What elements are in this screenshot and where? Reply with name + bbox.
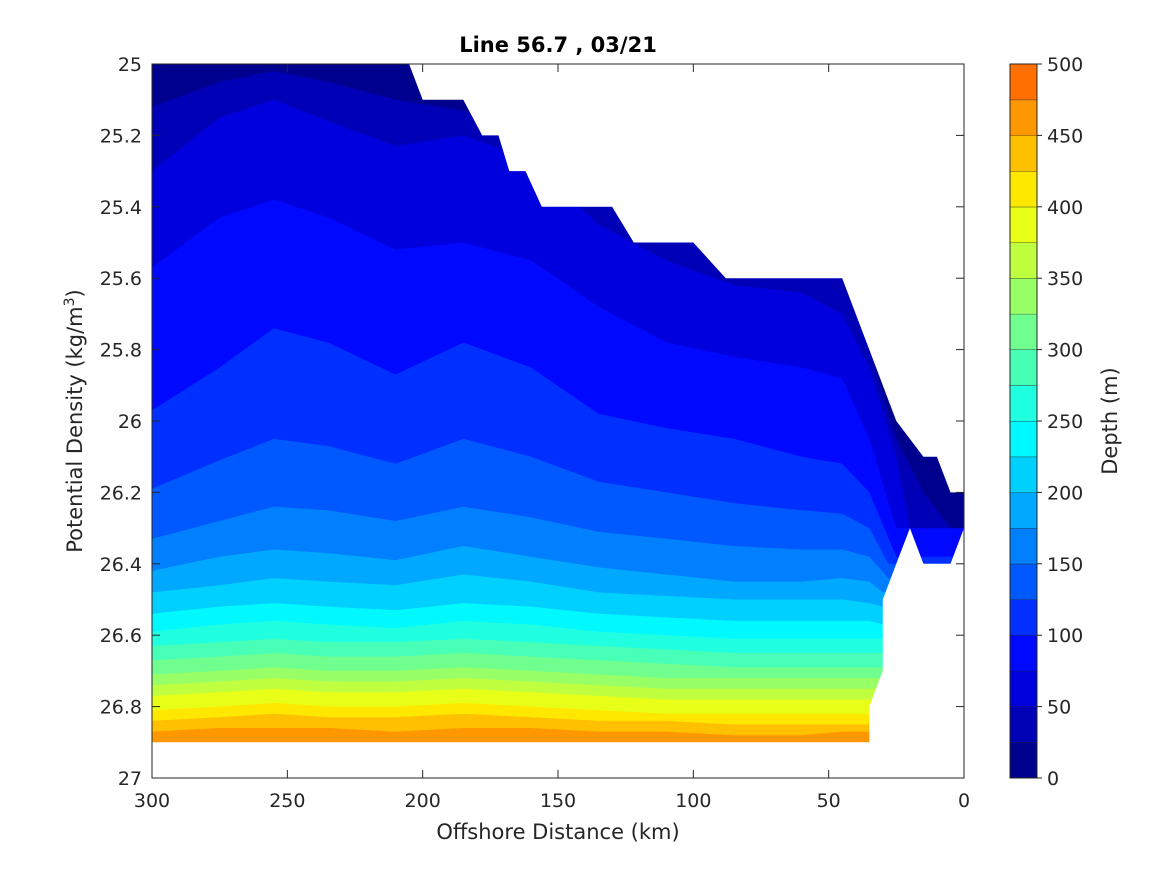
- colorbar-swatch: [1010, 206, 1037, 243]
- colorbar-tick-label: 500: [1047, 54, 1083, 76]
- colorbar-swatch: [1010, 670, 1037, 707]
- y-axis-label: Potential Density (kg/m3): [62, 289, 87, 553]
- colorbar-swatch: [1010, 563, 1037, 600]
- y-axis-label-main: Potential Density (kg/m: [63, 306, 87, 552]
- colorbar-swatch: [1010, 456, 1037, 493]
- x-axis-label: Offshore Distance (km): [436, 820, 679, 844]
- x-tick-label: 250: [269, 790, 305, 812]
- colorbar-swatch: [1010, 635, 1037, 671]
- y-tick-label: 26.8: [100, 697, 142, 719]
- y-axis-ticks: 25 25.2 25.4 25.6 25.8 26 26.2 26.4 26.6 26.8 27: [100, 54, 964, 790]
- y-tick-label: 26.2: [100, 482, 142, 504]
- colorbar-swatch: [1010, 492, 1037, 529]
- y-tick-label: 26: [118, 411, 142, 433]
- y-tick-label: 25.2: [100, 125, 142, 147]
- colorbar-tick-label: 450: [1047, 125, 1083, 147]
- colorbar-swatch: [1010, 599, 1037, 636]
- y-tick-label: 26.6: [100, 625, 142, 647]
- colorbar-tick-label: 350: [1047, 268, 1083, 290]
- y-axis-label-suffix: ): [63, 289, 87, 297]
- x-tick-label: 200: [405, 790, 441, 812]
- data-mask-top: [152, 64, 964, 493]
- colorbar-swatch: [1010, 349, 1037, 386]
- colorbar-swatch: [1010, 385, 1037, 421]
- colorbar-swatch: [1010, 242, 1037, 279]
- colorbar: 0 50 100 150 200 250 300 350 400 450 500: [1009, 54, 1083, 790]
- colorbar-swatch: [1010, 528, 1037, 564]
- y-tick-label: 26.4: [100, 554, 142, 576]
- y-tick-label: 25.4: [100, 197, 142, 219]
- contour-layer: [152, 64, 964, 778]
- data-mask-bottom: [152, 528, 964, 778]
- colorbar-swatch: [1010, 135, 1037, 172]
- colorbar-tick-label: 100: [1047, 625, 1083, 647]
- y-tick-label: 25: [118, 54, 142, 76]
- y-tick-label: 25.6: [100, 268, 142, 290]
- colorbar-swatch: [1010, 421, 1037, 457]
- colorbar-tick-label: 0: [1047, 768, 1059, 790]
- colorbar-tick-label: 400: [1047, 197, 1083, 219]
- colorbar-tick-label: 250: [1047, 411, 1083, 433]
- colorbar-swatch: [1010, 64, 1037, 100]
- colorbar-swatch: [1010, 706, 1037, 743]
- x-axis-ticks: 300 250 200 150 100 50 0: [134, 64, 970, 812]
- colorbar-swatch: [1010, 742, 1037, 778]
- y-tick-label: 25.8: [100, 340, 142, 362]
- colorbar-tick-label: 150: [1047, 554, 1083, 576]
- colorbar-label: Depth (m): [1098, 367, 1122, 474]
- colorbar-swatch: [1010, 313, 1037, 350]
- y-axis-label-superscript: 3: [62, 297, 78, 306]
- x-tick-label: 50: [817, 790, 841, 812]
- y-tick-label: 27: [118, 768, 142, 790]
- colorbar-tick-label: 300: [1047, 340, 1083, 362]
- x-tick-label: 300: [134, 790, 170, 812]
- colorbar-swatch: [1010, 171, 1037, 207]
- x-tick-label: 100: [675, 790, 711, 812]
- colorbar-swatch: [1010, 278, 1037, 314]
- x-tick-label: 0: [958, 790, 970, 812]
- colorbar-tick-label: 200: [1047, 482, 1083, 504]
- colorbar-tick-label: 50: [1047, 697, 1071, 719]
- colorbar-swatch: [1010, 99, 1037, 136]
- chart-title: Line 56.7 , 03/21: [459, 33, 657, 57]
- colorbar-ticks: 0 50 100 150 200 250 300 350 400 450 500: [1037, 54, 1083, 790]
- plot-area: 300 250 200 150 100 50 0 2525.225.425.625.8262…: [100, 54, 970, 812]
- x-tick-label: 150: [540, 790, 576, 812]
- colorbar-swatches: [1010, 63, 1037, 778]
